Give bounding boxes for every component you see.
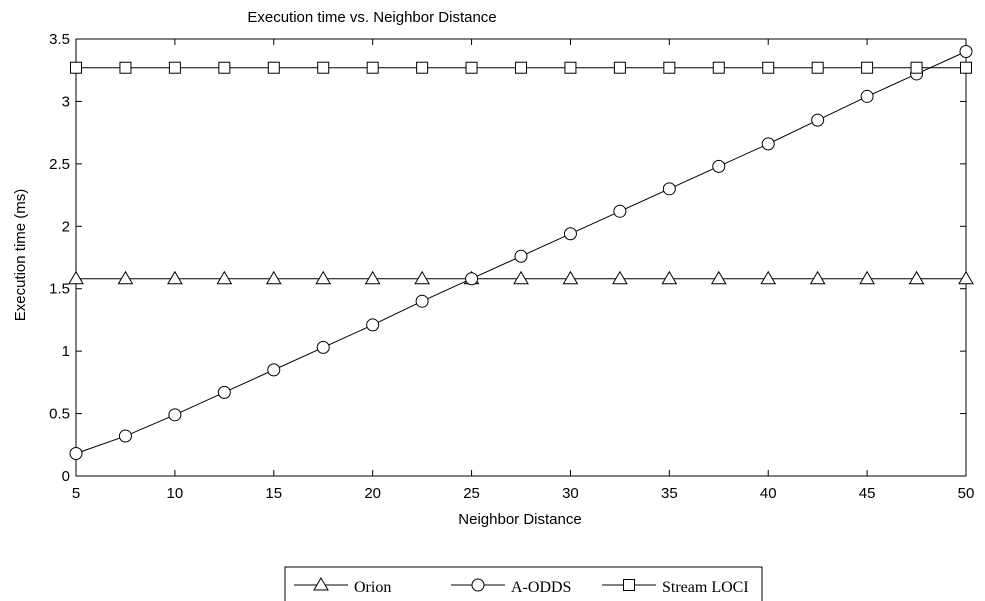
data-point-a-odds (712, 159, 726, 173)
axes-frame (75, 38, 967, 477)
data-point-a-odds (366, 318, 380, 332)
data-point-stream-loci (960, 61, 972, 74)
data-point-a-odds (860, 89, 874, 103)
data-point-a-odds (316, 340, 330, 354)
chart-title: Execution time vs. Neighbor Distance (247, 9, 496, 26)
data-point-a-odds (415, 294, 429, 308)
data-point-stream-loci (416, 61, 429, 74)
data-point-stream-loci (119, 61, 132, 74)
legend-marker-stream-loci (623, 579, 635, 591)
data-point-stream-loci (762, 61, 775, 74)
y-tick-label: 2.5 (49, 156, 70, 173)
data-point-orion (859, 270, 875, 285)
data-point-orion (562, 270, 579, 285)
data-point-stream-loci (663, 61, 676, 74)
legend-marker-orion (313, 577, 329, 591)
x-tick-label: 30 (562, 485, 579, 502)
data-point-stream-loci (910, 61, 923, 74)
legend-marker-a-odds (471, 578, 485, 592)
data-point-a-odds (761, 137, 775, 151)
data-point-stream-loci (70, 61, 82, 74)
data-point-orion (68, 270, 84, 285)
data-point-stream-loci (465, 61, 478, 74)
data-point-a-odds (613, 204, 627, 218)
data-point-orion (513, 270, 529, 285)
x-tick-label: 50 (958, 485, 975, 502)
data-point-stream-loci (366, 61, 379, 74)
legend-box (284, 566, 763, 601)
data-point-orion (364, 270, 381, 285)
data-point-orion (661, 270, 678, 285)
data-point-a-odds (563, 227, 577, 241)
data-point-orion (414, 270, 430, 285)
x-tick-label: 15 (265, 485, 282, 502)
data-point-stream-loci (317, 61, 330, 74)
x-tick-label: 45 (859, 485, 876, 502)
data-point-stream-loci (168, 61, 181, 74)
data-point-orion (612, 270, 628, 285)
x-tick-label: 25 (463, 485, 480, 502)
data-point-a-odds (959, 44, 973, 58)
legend-label-orion: Orion (354, 579, 391, 596)
plot-area: 5 10 15 20 25 30 35 40 45 50 0 0.5 1 1.5 2 2.5 3 3.5 (49, 31, 974, 502)
data-point-orion (958, 270, 974, 285)
x-tick-label: 10 (167, 485, 184, 502)
data-point-a-odds (465, 272, 479, 286)
data-point-a-odds (118, 429, 132, 443)
data-point-orion (760, 270, 777, 285)
data-point-stream-loci (267, 61, 280, 74)
x-tick-label: 35 (661, 485, 678, 502)
legend-label-a-odds: A-ODDS (511, 579, 571, 596)
data-point-stream-loci (515, 61, 527, 74)
data-point-stream-loci (811, 61, 824, 74)
data-point-stream-loci (564, 61, 577, 74)
x-axis-label: Neighbor Distance (458, 511, 581, 528)
data-point-orion (908, 270, 925, 285)
x-tick-label: 5 (72, 485, 80, 502)
data-point-a-odds (168, 408, 182, 422)
data-point-a-odds (69, 447, 83, 461)
y-tick-label: 1 (62, 343, 70, 360)
data-point-a-odds (811, 113, 825, 127)
data-point-orion (216, 270, 233, 285)
data-point-orion (265, 270, 282, 285)
y-tick-label: 0.5 (49, 406, 70, 423)
y-tick-label: 0 (62, 468, 70, 485)
y-axis-label: Execution time (ms) (12, 189, 29, 322)
x-tick-label: 40 (760, 485, 777, 502)
legend: Orion A-ODDS Stream LOCI (284, 566, 763, 601)
data-point-stream-loci (712, 61, 725, 74)
data-point-orion (809, 270, 826, 285)
data-point-orion (117, 270, 134, 285)
y-tick-label: 3 (62, 93, 70, 110)
data-point-stream-loci (218, 61, 231, 74)
data-point-a-odds (514, 249, 528, 263)
data-point-orion (315, 270, 332, 285)
data-point-a-odds (662, 182, 676, 196)
data-point-stream-loci (613, 61, 626, 74)
x-tick-label: 20 (364, 485, 381, 502)
y-tick-label: 2 (62, 218, 70, 235)
data-point-orion (167, 270, 183, 285)
legend-label-stream-loci: Stream LOCI (662, 579, 749, 596)
y-tick-label: 3.5 (49, 31, 70, 48)
data-point-a-odds (217, 385, 231, 399)
y-tick-label: 1.5 (49, 281, 70, 298)
data-point-a-odds (267, 363, 281, 377)
data-point-orion (710, 270, 727, 285)
data-point-stream-loci (861, 61, 874, 74)
